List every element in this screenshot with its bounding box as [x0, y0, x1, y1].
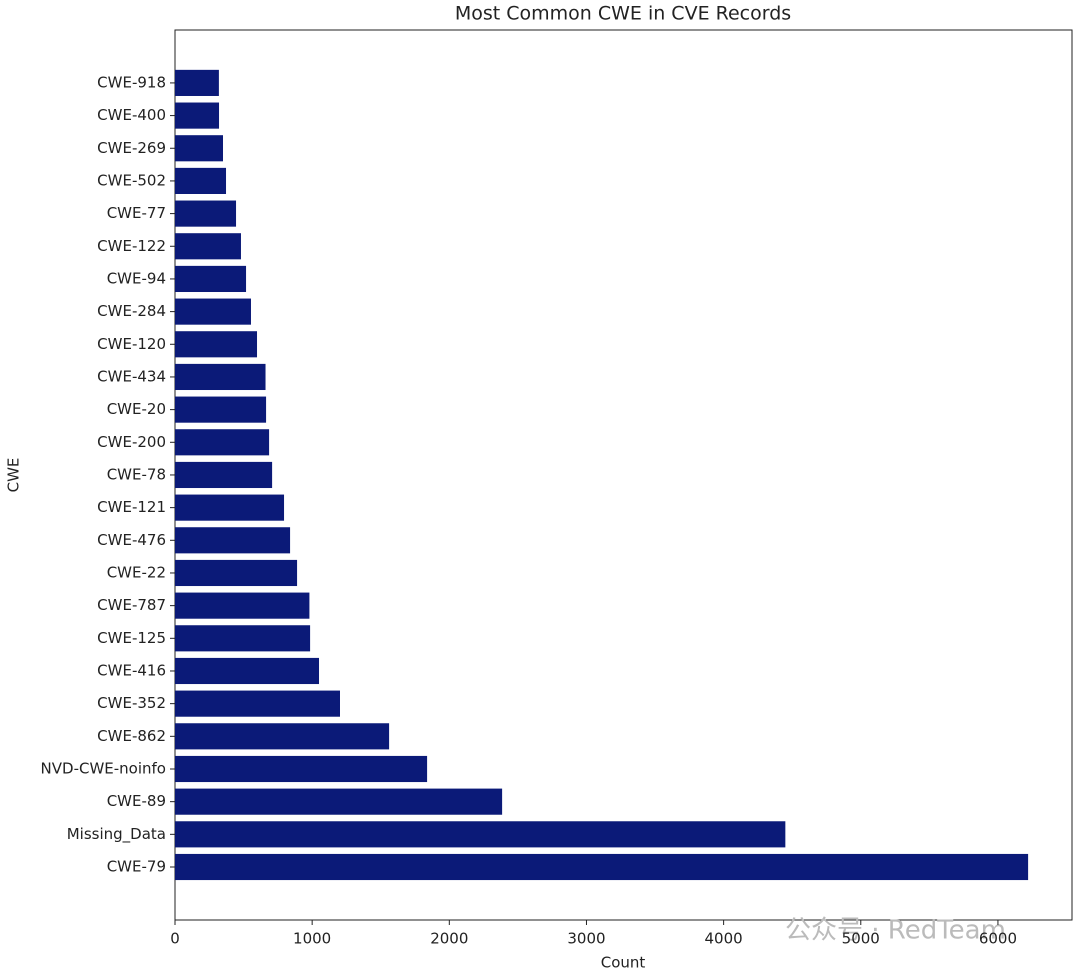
y-tick-label: CWE-79 [107, 858, 166, 876]
bar [175, 461, 273, 489]
y-tick-label: CWE-77 [107, 204, 166, 222]
x-tick-label: 0 [170, 930, 180, 948]
x-tick-label: 5000 [842, 930, 880, 948]
bar [175, 200, 237, 227]
y-tick-label: CWE-89 [107, 792, 166, 810]
bar [175, 853, 1029, 881]
bar [175, 265, 247, 293]
bar [175, 298, 251, 325]
bar [175, 69, 219, 96]
bar [175, 167, 227, 194]
y-tick-label: CWE-434 [97, 367, 166, 385]
y-axis-label: CWE [5, 458, 23, 493]
y-tick-label: CWE-22 [107, 563, 166, 581]
bar [175, 396, 267, 423]
bar [175, 331, 258, 358]
y-tick-label: CWE-125 [97, 629, 166, 647]
bar [175, 657, 320, 685]
y-tick-label: Missing_Data [67, 825, 166, 844]
bar [175, 527, 291, 554]
y-tick-label: CWE-120 [97, 335, 166, 353]
bar [175, 494, 285, 521]
y-tick-label: NVD-CWE-noinfo [41, 759, 166, 777]
y-tick-label: CWE-284 [97, 302, 166, 320]
bar [175, 102, 220, 129]
y-tick-label: CWE-200 [97, 433, 166, 451]
y-tick-label: CWE-121 [97, 498, 166, 516]
bar [175, 625, 311, 652]
bar [175, 755, 428, 783]
chart-title: Most Common CWE in CVE Records [455, 3, 791, 25]
x-axis-label: Count [601, 954, 646, 972]
x-tick-label: 1000 [293, 930, 331, 948]
x-tick-label: 6000 [979, 930, 1017, 948]
y-tick-label: CWE-787 [97, 596, 166, 614]
x-tick-label: 2000 [430, 930, 468, 948]
y-tick-label: CWE-416 [97, 661, 166, 679]
y-tick-label: CWE-20 [107, 400, 166, 418]
y-tick-label: CWE-400 [97, 106, 166, 124]
y-tick-label: CWE-352 [97, 694, 166, 712]
bar [175, 429, 270, 456]
y-tick-label: CWE-502 [97, 171, 166, 189]
y-tick-label: CWE-918 [97, 73, 166, 91]
bar [175, 690, 340, 717]
bar [175, 592, 310, 619]
bar [175, 135, 224, 162]
bar [175, 363, 266, 391]
x-tick-label: 3000 [567, 930, 605, 948]
y-tick-label: CWE-476 [97, 531, 166, 549]
bar [175, 788, 503, 815]
x-tick-label: 4000 [705, 930, 743, 948]
watermark: 公众号 · RedTeam [785, 916, 1006, 946]
y-tick-label: CWE-269 [97, 139, 166, 157]
bar [175, 821, 786, 848]
y-tick-label: CWE-862 [97, 727, 166, 745]
y-tick-label: CWE-94 [107, 269, 166, 287]
y-tick-label: CWE-78 [107, 465, 166, 483]
bar [175, 723, 390, 750]
y-tick-label: CWE-122 [97, 237, 166, 255]
bar [175, 559, 298, 587]
plot-frame [174, 29, 1073, 921]
bar [175, 233, 241, 260]
